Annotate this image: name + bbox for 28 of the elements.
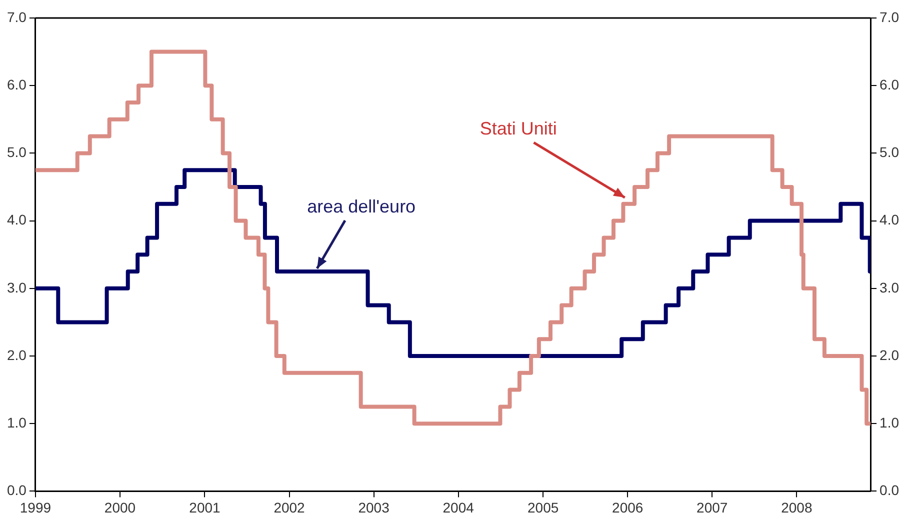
x-tick-label: 2007	[696, 499, 728, 516]
y2-tick-label: 5.0	[880, 144, 900, 160]
y-tick-label: 7.0	[6, 8, 27, 25]
x-tick-label: 2006	[612, 499, 644, 516]
x-tick-label: 2008	[781, 499, 812, 516]
y-tick-label: 5.0	[6, 144, 27, 160]
y2-tick-label: 4.0	[880, 212, 900, 228]
y2-tick-label: 2.0	[880, 346, 900, 363]
x-tick-label: 2004	[442, 499, 474, 516]
y2-tick-label: 3.0	[880, 279, 900, 296]
x-tick-label: 2005	[528, 499, 559, 516]
y2-tick-label: 0.0	[880, 482, 900, 498]
annotation: area dell'euro	[307, 196, 416, 216]
y2-tick-label: 6.0	[880, 76, 900, 92]
y2-tick-label: 1.0	[880, 414, 900, 430]
y-tick-label: 2.0	[6, 346, 27, 363]
y-tick-label: 0.0	[6, 482, 27, 498]
x-tick-label: 2002	[274, 499, 306, 516]
x-tick-label: 1999	[20, 499, 52, 516]
annotation: Stati Uniti	[480, 118, 557, 138]
y2-tick-label: 7.0	[880, 8, 900, 25]
y-tick-label: 4.0	[6, 212, 27, 228]
y-tick-label: 6.0	[6, 76, 27, 92]
y-tick-label: 3.0	[6, 279, 27, 296]
y-tick-label: 1.0	[6, 414, 27, 430]
x-tick-label: 2001	[189, 499, 221, 516]
x-tick-label: 2003	[358, 499, 390, 516]
x-tick-label: 2000	[104, 499, 136, 516]
